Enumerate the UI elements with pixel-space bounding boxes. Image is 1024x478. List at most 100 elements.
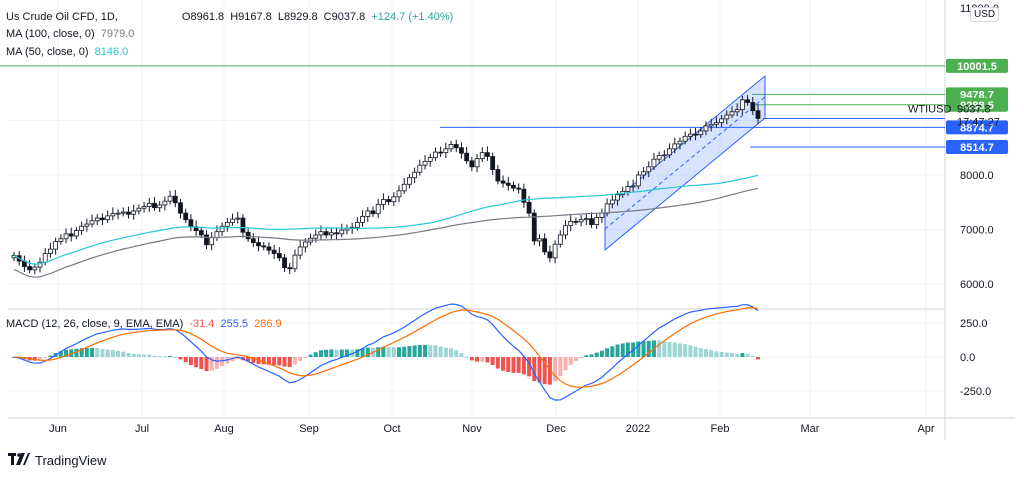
macd-histogram-bar (506, 357, 511, 373)
ma100-legend[interactable]: MA (100, close, 0) 7979.0 (6, 28, 137, 40)
high-value: H9167.8 (230, 11, 272, 23)
macd-histogram-bar (433, 345, 438, 357)
candle-body (672, 143, 678, 150)
macd-histogram-bar (38, 357, 43, 360)
macd-histogram-bar (318, 350, 323, 357)
candle-body (661, 154, 667, 157)
macd-histogram-bar (537, 357, 542, 383)
macd-histogram-bar (48, 355, 53, 357)
macd-histogram-bar (32, 357, 37, 361)
candle-body (126, 211, 131, 215)
macd-legend[interactable]: MACD (12, 26, close, 9, EMA, EMA) -31.4 … (6, 318, 285, 330)
macd-histogram-bar (64, 349, 69, 357)
candle-body (157, 204, 163, 209)
macd-histogram-bar (693, 346, 698, 357)
macd-histogram-bar (152, 355, 157, 357)
macd-histogram-bar (625, 342, 630, 357)
candle-body (323, 231, 329, 236)
candle-body (734, 109, 740, 113)
macd-histogram-bar (157, 356, 162, 358)
macd-histogram-bar (584, 355, 589, 357)
time-tick-label: Dec (546, 423, 566, 435)
candle-body (578, 219, 584, 223)
macd-histogram-bar (568, 357, 573, 365)
macd-histogram-bar (235, 357, 240, 360)
macd-histogram-bar (194, 357, 199, 368)
macd-histogram-bar (282, 357, 287, 367)
macd-histogram-bar (407, 346, 412, 357)
candle-body (48, 248, 53, 254)
ma50-label: MA (50, close, 0) (6, 46, 89, 58)
macd-histogram-bar (220, 357, 225, 367)
candle-body (698, 130, 704, 136)
macd-histogram-bar (355, 349, 360, 357)
macd-histogram-bar (605, 348, 610, 357)
currency-button[interactable]: USD (970, 7, 1000, 22)
candle-body (511, 184, 516, 189)
macd-histogram-bar (105, 349, 110, 357)
candle-body (266, 246, 272, 251)
candle-body (630, 185, 636, 188)
macd-histogram-bar (672, 342, 677, 357)
macd-histogram-bar (329, 349, 334, 357)
macd-histogram-bar (287, 357, 292, 367)
macd-histogram-bar (303, 357, 308, 358)
macd-histogram-bar (209, 357, 214, 371)
symbol-tag: WTIUSD (908, 103, 951, 115)
macd-histogram-bar (438, 346, 443, 357)
macd-histogram-bar (527, 357, 532, 377)
price-tick-label: 6000.0 (960, 279, 994, 291)
candle-body (282, 257, 287, 269)
candle-body (105, 215, 111, 221)
macd-histogram-bar (43, 357, 48, 358)
candle-body (271, 249, 277, 254)
macd-histogram-bar (511, 357, 516, 373)
candle-body (219, 225, 225, 233)
time-axis[interactable]: Jun Jul Aug Sep Oct Nov Dec 2022 Feb Mar Apr (49, 423, 935, 435)
price-tick-label: 7000.0 (960, 225, 994, 237)
candle-body (401, 183, 407, 192)
last-price-label: 9037.8 (957, 103, 991, 115)
candle-body (656, 154, 662, 160)
candle-body (412, 171, 418, 179)
macd-histogram-bar (199, 357, 204, 369)
macd-histogram-bar (547, 357, 552, 385)
candle-body (167, 195, 173, 202)
candle-body (693, 133, 698, 136)
price-tick-label: 8000.0 (960, 170, 994, 182)
candle-body (287, 267, 293, 270)
symbol-legend[interactable]: Us Crude Oil CFD, 1D, O8961.8 H9167.8 L8… (6, 11, 456, 23)
ma50-legend[interactable]: MA (50, close, 0) 8146.0 (6, 46, 131, 58)
time-tick-label: Jun (49, 423, 67, 435)
candle-body (568, 220, 574, 227)
candle-body (204, 234, 209, 246)
macd-pane (12, 303, 760, 401)
candlesticks (11, 95, 761, 275)
candle-body (37, 261, 43, 268)
macd-histogram-bar (501, 357, 506, 371)
macd-histogram-bar (74, 348, 79, 357)
candle-body (391, 196, 397, 203)
candle-body (115, 212, 121, 215)
candle-body (755, 110, 761, 119)
macd-histogram-bar (480, 357, 485, 362)
candle-body (328, 232, 334, 236)
tradingview-brand[interactable]: TradingView (8, 452, 107, 468)
macd-histogram-bar (677, 343, 682, 357)
macd-histogram-bar (344, 349, 349, 357)
candle-body (27, 266, 33, 271)
candle-body (380, 199, 386, 205)
macd-histogram-bar (95, 348, 100, 357)
macd-histogram-bar (126, 353, 131, 357)
candle-body (745, 99, 750, 103)
candle-body (417, 164, 423, 173)
macd-histogram-bar (90, 347, 95, 357)
macd-histogram-bar (58, 351, 63, 357)
macd-histogram-bar (641, 341, 646, 357)
candle-body (687, 133, 693, 137)
candle-body (651, 158, 657, 168)
macd-histogram-bar (729, 353, 734, 357)
candle-body (162, 200, 168, 206)
